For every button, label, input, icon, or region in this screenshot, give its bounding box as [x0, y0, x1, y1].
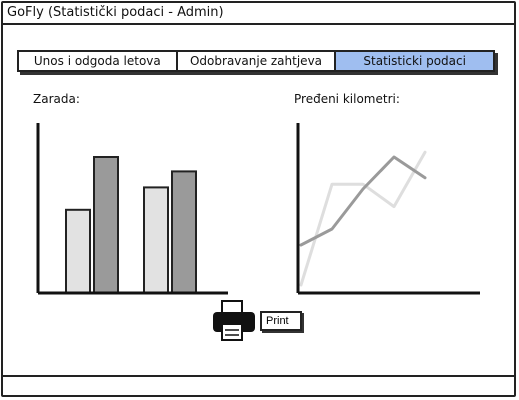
- distance-line-chart: [296, 123, 480, 295]
- series-line: [299, 155, 427, 247]
- tab-statisticki-podaci[interactable]: Statisticki podaci: [336, 52, 494, 70]
- earnings-label: Zarada:: [33, 92, 80, 106]
- tab-odobravanje-zahtjeva[interactable]: Odobravanje zahtjeva: [178, 52, 337, 70]
- print-area: Print: [211, 300, 306, 344]
- print-button[interactable]: Print: [260, 311, 302, 331]
- tab-unos-i-odgoda-letova[interactable]: Unos i odgoda letova: [19, 52, 178, 70]
- window-title: GoFly (Statistički podaci - Admin): [7, 5, 224, 20]
- bar: [65, 208, 91, 294]
- tab-bar: Unos i odgoda letova Odobravanje zahtjev…: [17, 50, 495, 72]
- bar: [143, 186, 169, 294]
- distance-label: Pređeni kilometri:: [294, 92, 400, 106]
- earnings-bar-chart: [36, 123, 228, 295]
- bar: [93, 156, 119, 294]
- printer-icon[interactable]: [211, 300, 261, 344]
- status-bar: [3, 375, 514, 395]
- series-line: [299, 150, 427, 287]
- bar: [171, 170, 197, 294]
- title-bar: GoFly (Statistički podaci - Admin): [3, 3, 514, 25]
